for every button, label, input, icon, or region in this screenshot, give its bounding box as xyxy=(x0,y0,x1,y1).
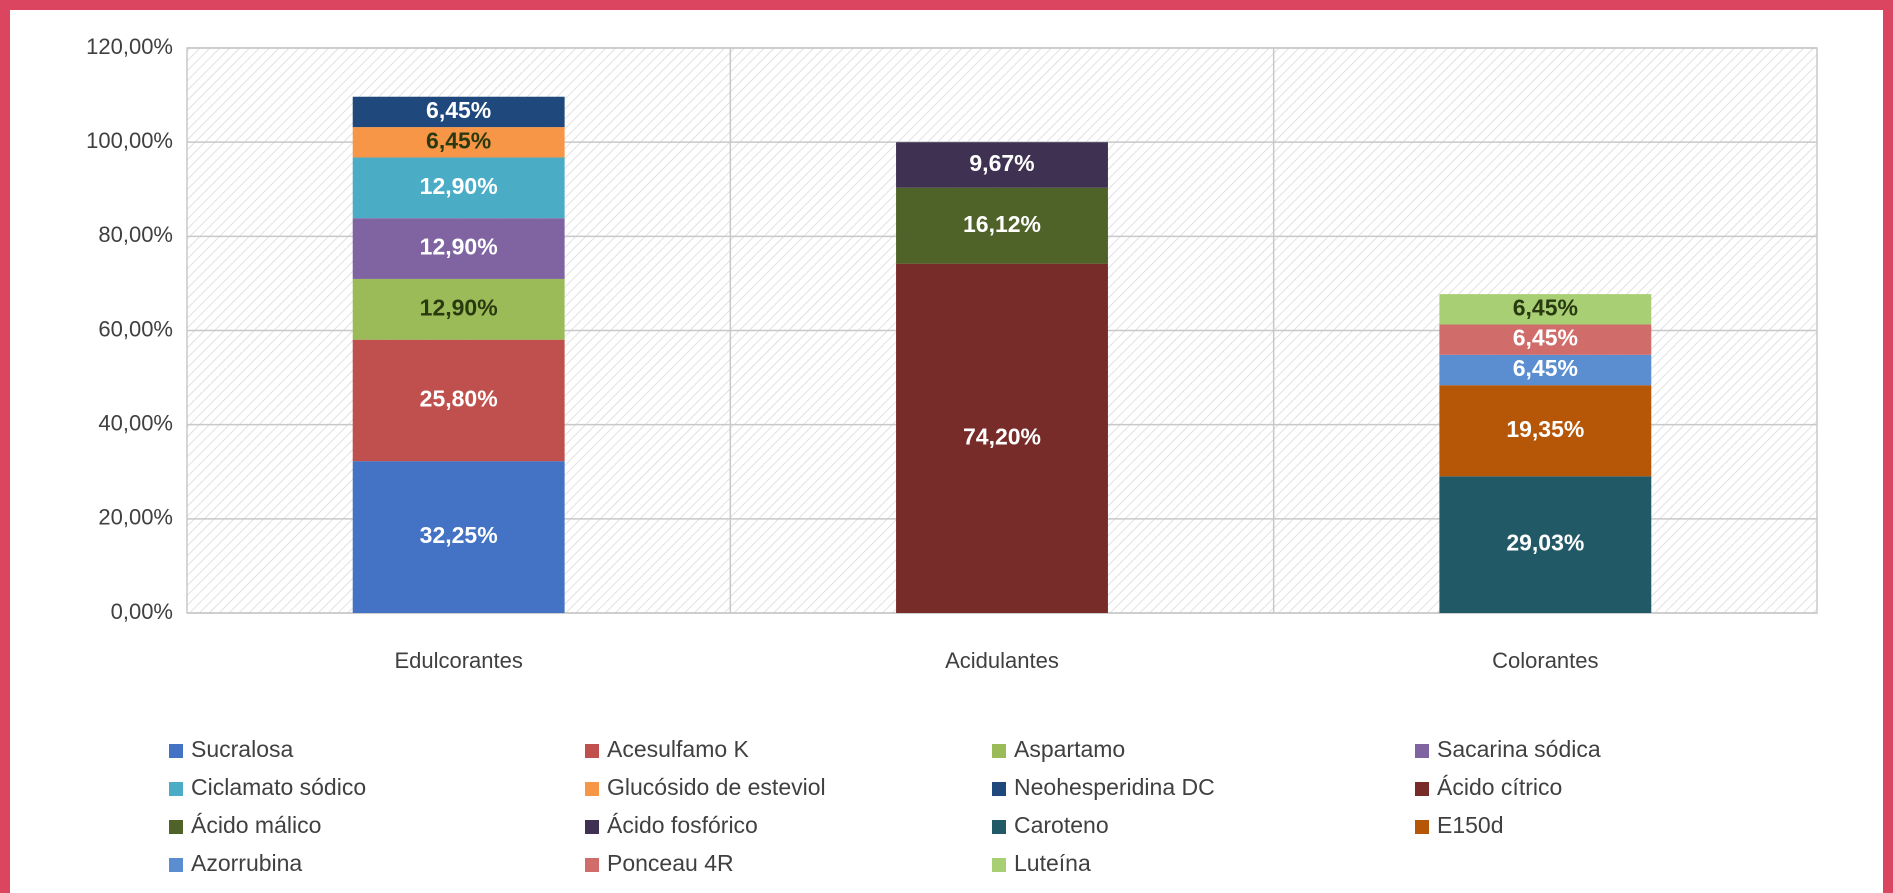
legend-label: E150d xyxy=(1437,812,1504,838)
legend-swatch xyxy=(1415,820,1429,834)
legend-swatch xyxy=(992,820,1006,834)
bar-segment xyxy=(896,187,1108,264)
y-tick-label: 120,00% xyxy=(86,34,173,59)
bar-segment xyxy=(352,218,565,279)
legend-label: Azorrubina xyxy=(191,850,302,876)
legend-swatch xyxy=(169,744,183,758)
y-tick-label: 0,00% xyxy=(111,599,173,624)
legend-swatch xyxy=(169,782,183,796)
bar-segment xyxy=(1439,354,1652,386)
legend-swatch xyxy=(585,820,599,834)
legend-swatch xyxy=(169,820,183,834)
y-tick-label: 40,00% xyxy=(98,410,173,435)
data-label: 32,25% xyxy=(420,522,498,548)
legend-label: Acesulfamo K xyxy=(607,736,750,762)
legend-label: Ponceau 4R xyxy=(607,850,734,876)
bar-segment xyxy=(1439,294,1652,325)
legend-swatch xyxy=(585,744,599,758)
bar-segment xyxy=(1439,476,1652,613)
data-label: 12,90% xyxy=(420,173,498,199)
data-label: 6,45% xyxy=(1513,294,1578,320)
data-label: 6,45% xyxy=(426,97,491,123)
legend-label: Ácido málico xyxy=(191,812,321,838)
bar-segment xyxy=(1439,324,1652,355)
data-label: 12,90% xyxy=(420,294,498,320)
legend-label: Ciclamato sódico xyxy=(191,774,366,800)
legend-label: Neohesperidina DC xyxy=(1014,774,1215,800)
legend-label: Luteína xyxy=(1014,850,1091,876)
data-label: 6,45% xyxy=(1513,325,1578,351)
legend-label: Ácido fosfórico xyxy=(607,812,758,838)
bar-segment xyxy=(352,278,565,340)
bar-segment xyxy=(352,96,565,128)
legend-swatch xyxy=(585,858,599,872)
legend-swatch xyxy=(992,858,1006,872)
legend-swatch xyxy=(585,782,599,796)
legend-label: Glucósido de esteviol xyxy=(607,774,826,800)
data-label: 12,90% xyxy=(420,234,498,260)
data-label: 9,67% xyxy=(969,150,1034,176)
bar-segment xyxy=(352,461,565,613)
legend-label: Aspartamo xyxy=(1014,736,1125,762)
x-tick-label: Colorantes xyxy=(1492,648,1598,673)
data-label: 29,03% xyxy=(1506,530,1584,556)
bar-segment xyxy=(352,127,565,158)
bar-segment xyxy=(896,263,1108,613)
data-label: 6,45% xyxy=(426,127,491,153)
bar-segment xyxy=(896,142,1108,188)
y-tick-label: 100,00% xyxy=(86,128,173,153)
y-tick-label: 20,00% xyxy=(98,505,173,530)
y-tick-label: 80,00% xyxy=(98,222,173,247)
legend-label: Caroteno xyxy=(1014,812,1109,838)
legend-swatch xyxy=(992,744,1006,758)
x-tick-label: Edulcorantes xyxy=(394,648,522,673)
x-tick-label: Acidulantes xyxy=(945,648,1059,673)
bar-segment xyxy=(352,339,565,462)
legend-swatch xyxy=(1415,744,1429,758)
data-label: 6,45% xyxy=(1513,355,1578,381)
data-label: 16,12% xyxy=(963,211,1041,237)
legend-swatch xyxy=(992,782,1006,796)
bar-segment xyxy=(1439,385,1652,477)
legend-swatch xyxy=(169,858,183,872)
data-label: 25,80% xyxy=(420,385,498,411)
legend-label: Sucralosa xyxy=(191,736,293,762)
legend-label: Ácido cítrico xyxy=(1437,774,1562,800)
y-tick-label: 60,00% xyxy=(98,316,173,341)
bar-segment xyxy=(352,157,565,219)
legend-label: Sacarina sódica xyxy=(1437,736,1601,762)
legend-swatch xyxy=(1415,782,1429,796)
data-label: 74,20% xyxy=(963,423,1041,449)
data-label: 19,35% xyxy=(1506,416,1584,442)
